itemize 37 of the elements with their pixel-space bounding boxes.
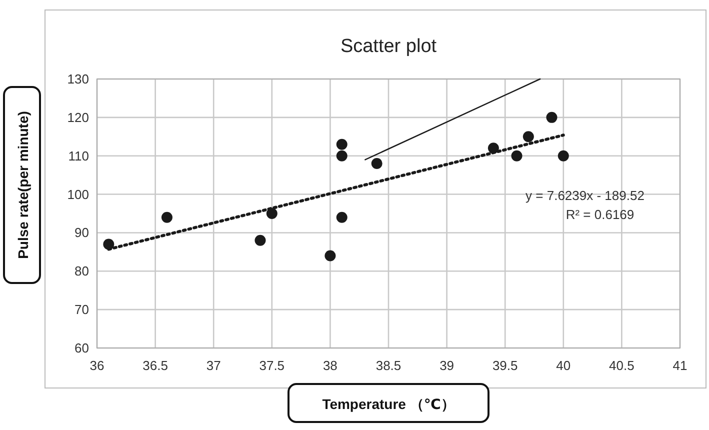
point bbox=[254, 234, 266, 246]
x-tick-label: 38.5 bbox=[376, 358, 402, 373]
x-tick-label: 40 bbox=[556, 358, 571, 373]
point bbox=[522, 131, 534, 142]
point bbox=[546, 112, 558, 123]
y-tick-label: 70 bbox=[74, 302, 89, 318]
x-axis-title: Temperature （℃） bbox=[322, 396, 455, 412]
point bbox=[371, 158, 382, 170]
x-tick-label: 41 bbox=[672, 358, 688, 373]
chart-title: Scatter plot bbox=[340, 36, 438, 57]
x-tick-label: 36 bbox=[90, 358, 104, 373]
y-axis-title: Pulse rate(per minute) bbox=[15, 111, 31, 259]
annotation: y = 7.6239x - 189.52 bbox=[526, 188, 644, 203]
point bbox=[161, 212, 172, 223]
y-tick-label: 60 bbox=[74, 340, 89, 356]
y-tick-label: 120 bbox=[67, 110, 89, 125]
x-tick-label: 36.5 bbox=[142, 358, 168, 373]
point bbox=[266, 208, 278, 219]
point bbox=[324, 250, 336, 262]
point bbox=[511, 150, 522, 162]
point bbox=[336, 212, 348, 223]
y-tick-label: 130 bbox=[67, 72, 89, 86]
x-tick-label: 38 bbox=[322, 358, 338, 373]
y-tick-label: 110 bbox=[68, 148, 89, 164]
point bbox=[103, 238, 114, 250]
y-tick-label: 100 bbox=[67, 186, 89, 202]
x-tick-label: 40.5 bbox=[609, 358, 634, 373]
x-tick-label: 39 bbox=[440, 358, 454, 373]
point bbox=[558, 150, 569, 162]
x-tick-label: 37 bbox=[206, 358, 221, 373]
y-tick-label: 90 bbox=[74, 225, 89, 240]
point bbox=[336, 150, 348, 162]
x-tick-label: 39.5 bbox=[492, 358, 518, 373]
y-tick-label: 80 bbox=[74, 264, 89, 279]
annotation: R² = 0.6169 bbox=[566, 207, 634, 222]
x-tick-label: 37.5 bbox=[259, 358, 285, 373]
point bbox=[336, 138, 348, 150]
